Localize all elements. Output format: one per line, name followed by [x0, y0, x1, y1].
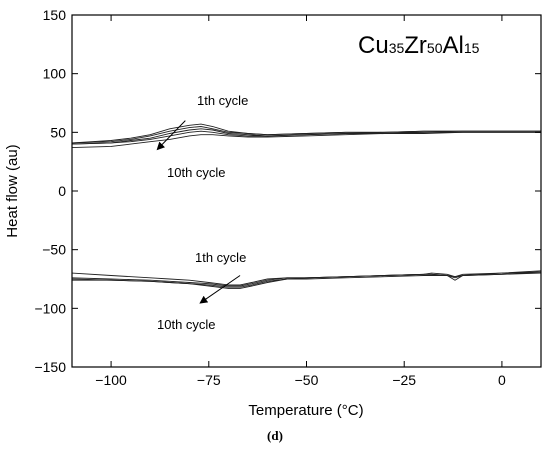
formula-subscript: 50 — [427, 40, 443, 56]
x-axis-label: Temperature (°C) — [248, 402, 363, 419]
series-line-lower-9 — [72, 272, 542, 289]
plot-frame — [71, 14, 542, 368]
x-tick-label-1: −75 — [197, 372, 221, 388]
formula-element: Cu — [358, 32, 389, 59]
y-tick-label-5: 100 — [43, 66, 67, 82]
series-line-upper-5 — [71, 131, 541, 149]
series-line-upper-4 — [71, 130, 541, 145]
annotation-lower-first: 1th cycle — [195, 250, 246, 265]
tick-layer: −100 −75 −50 −25 0 −150 −100 −50 0 50 100 150 — [34, 7, 541, 388]
panel-label: (d) — [267, 428, 283, 443]
series-line-upper-2 — [71, 126, 541, 144]
x-tick-label-4: 0 — [498, 372, 506, 388]
series-layer — [71, 123, 542, 289]
y-axis-label: Heat flow (au) — [4, 144, 21, 237]
cycle-arrow-lower — [199, 275, 241, 304]
formula-label: Cu35Zr50Al15 — [358, 32, 480, 59]
y-tick-label-3: 0 — [58, 183, 66, 199]
y-tick-label-4: 50 — [50, 124, 66, 140]
x-tick-label-3: −25 — [392, 372, 416, 388]
y-tick-label-6: 150 — [43, 7, 67, 23]
y-tick-label-2: −50 — [42, 242, 66, 258]
cycle-arrow-upper — [156, 120, 186, 151]
y-tick-label-0: −150 — [34, 359, 66, 375]
formula-subscript: 15 — [464, 40, 480, 56]
annotation-lower-tenth: 10th cycle — [157, 317, 216, 332]
x-tick-label-2: −50 — [295, 372, 319, 388]
formula-element: Zr — [404, 32, 427, 59]
formula-subscript: 35 — [389, 40, 405, 56]
series-line-lower-7 — [71, 271, 542, 287]
annotation-upper-tenth: 10th cycle — [167, 165, 226, 180]
formula-element: Al — [443, 32, 464, 59]
annotation-upper-first: 1th cycle — [197, 93, 248, 108]
y-tick-label-1: −100 — [34, 300, 66, 316]
arrow-layer — [156, 120, 241, 304]
x-tick-label-0: −100 — [95, 372, 127, 388]
